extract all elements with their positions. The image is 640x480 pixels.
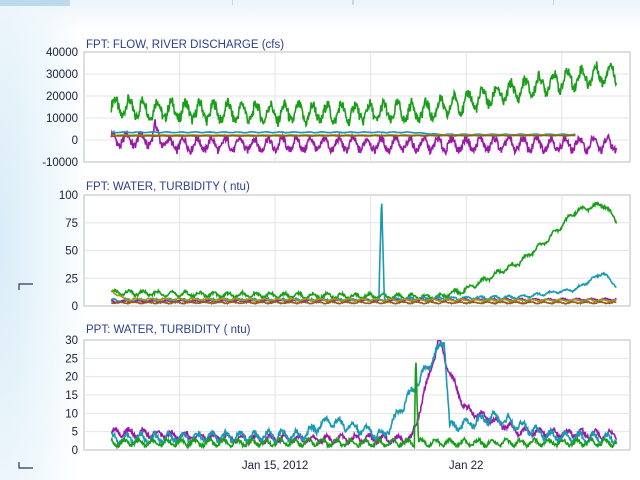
zoom-bracket-bottom[interactable]: [18, 462, 33, 469]
y-tick-label: 15: [65, 390, 78, 402]
tab-2[interactable]: [232, 0, 354, 5]
series-line-green: [110, 362, 617, 450]
y-tick-label: 30000: [46, 69, 78, 81]
y-tick-label: 100: [59, 190, 78, 202]
y-tick-label: 0: [72, 135, 78, 147]
y-tick-label: 40000: [46, 47, 78, 59]
chart-title: FPT: WATER, TURBIDITY ( ntu): [86, 181, 250, 193]
y-tick-label: -10000: [42, 157, 78, 169]
chart-panel-2: FPT: WATER, TURBIDITY ( ntu) 100 75 50 25 0: [59, 181, 631, 313]
active-tab[interactable]: [0, 0, 70, 6]
y-tick-label: 25: [65, 353, 78, 365]
zoom-bracket-top[interactable]: [18, 283, 33, 290]
y-tick-label: 0: [72, 301, 78, 313]
y-tick-label: 30: [65, 335, 78, 347]
y-tick-label: 50: [65, 246, 78, 258]
series-line-olive: [111, 289, 617, 303]
series-line-teal: [110, 340, 618, 448]
y-tick-label: 0: [72, 445, 78, 457]
x-tick-label: Jan 22: [449, 460, 484, 472]
series-line-brown: [111, 134, 576, 138]
top-tab-strip: [0, 0, 640, 6]
series-line-purple: [110, 119, 618, 157]
x-tick-label: Jan 15, 2012: [242, 460, 309, 472]
tab-3[interactable]: [352, 0, 554, 5]
chart-panel-1: FPT: FLOW, RIVER DISCHARGE (cfs) 40000 300…: [42, 39, 631, 169]
chart-panel-3: PPT: WATER, TURBIDITY ( ntu) 30 25 20 15 10 5 0: [65, 324, 631, 457]
chart-title: FPT: FLOW, RIVER DISCHARGE (cfs): [86, 39, 284, 51]
y-tick-label: 20: [65, 372, 78, 384]
y-tick-label: 20000: [46, 91, 78, 103]
series-line-green: [110, 61, 618, 129]
series-line-brown: [111, 300, 617, 306]
series-line-green: [110, 201, 618, 303]
y-tick-label: 5: [72, 427, 78, 439]
y-tick-label: 75: [65, 218, 78, 230]
y-tick-label: 25: [65, 273, 78, 285]
y-tick-label: 10: [65, 408, 78, 420]
y-tick-label: 10000: [46, 113, 78, 125]
chart-title: PPT: WATER, TURBIDITY ( ntu): [86, 324, 251, 336]
